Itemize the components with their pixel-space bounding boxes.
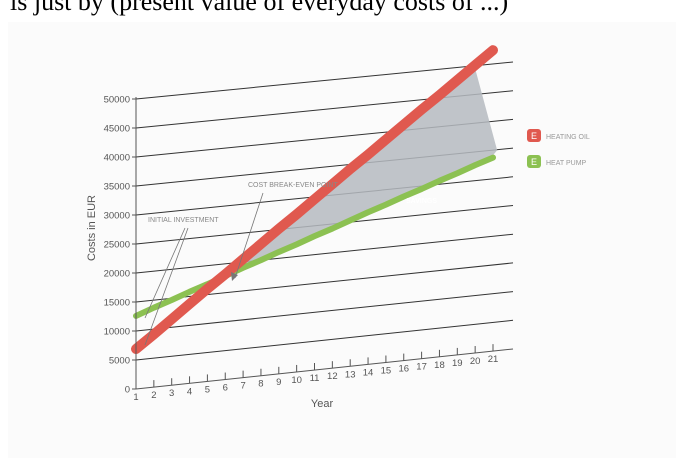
y-tick-label: 50000 <box>104 95 130 106</box>
legend-label-heat-pump: HEAT PUMP <box>546 160 587 167</box>
series-layer <box>131 45 498 354</box>
series-line-heating-oil <box>131 45 498 354</box>
gridline <box>135 233 514 274</box>
x-tick-label: 11 <box>310 373 320 384</box>
annotation-break-even: COST BREAK-EVEN POINT <box>248 182 338 189</box>
x-axis-line <box>135 348 514 390</box>
y-tick-label: 30000 <box>104 211 130 222</box>
axes: 0 5000 10000 15000 20000 25000 30000 35000 40000… <box>104 95 514 403</box>
y-tick-label: 35000 <box>104 182 130 193</box>
x-tick-label: 19 <box>452 358 463 369</box>
legend-swatch-heat-pump <box>527 155 541 168</box>
y-tick-label: 0 <box>125 385 130 396</box>
x-tick-label: 7 <box>240 381 245 392</box>
annotation-arrow <box>234 192 264 279</box>
x-tick-label: 1 <box>133 392 138 403</box>
x-tick-label: 20 <box>470 356 481 367</box>
annotation-arrow <box>144 227 189 346</box>
x-axis-label: Year <box>311 398 334 410</box>
legend-swatch-heat-pump-letter: E <box>531 157 537 167</box>
legend-swatch-heating-oil-letter: E <box>531 131 537 141</box>
x-tick-label: 4 <box>187 386 192 397</box>
y-axis-label: Costs in EUR <box>86 195 98 261</box>
x-tick-label: 21 <box>488 354 499 365</box>
x-tick-label: 13 <box>345 369 356 380</box>
x-tick-label: 18 <box>434 360 445 371</box>
legend-swatch-heating-oil <box>527 129 541 142</box>
legend-label-heating-oil: HEATING OIL <box>546 134 590 141</box>
y-tick-label: 45000 <box>104 124 130 135</box>
legend: E HEATING OIL E HEAT PUMP <box>527 129 590 168</box>
annotation-initial-investment: INITIAL INVESTMENT <box>148 217 219 224</box>
y-tick-label: 20000 <box>104 269 130 280</box>
savings-area <box>225 68 498 278</box>
top-caption-strip: is just by (present value of everyday co… <box>0 0 683 30</box>
annotation-arrow <box>144 227 186 319</box>
x-tick-label: 16 <box>398 364 409 375</box>
x-tick-label: 8 <box>258 379 263 390</box>
y-tick-label: 25000 <box>104 240 130 251</box>
y-tick-label: 10000 <box>104 327 130 338</box>
x-tick-label: 2 <box>151 390 156 401</box>
x-tick-label: 3 <box>169 388 174 399</box>
gridline <box>135 291 514 332</box>
x-tick-label: 6 <box>223 383 228 394</box>
y-tick-label: 5000 <box>109 356 130 367</box>
x-tick-label: 14 <box>363 367 374 378</box>
x-tick-label: 5 <box>205 384 210 395</box>
annotation-savings: SAVINGS <box>406 198 437 205</box>
points-layer <box>135 50 494 350</box>
gridline <box>135 61 514 100</box>
y-tick-label: 15000 <box>104 298 130 309</box>
gridline <box>135 319 514 361</box>
x-tick-label: 10 <box>291 375 302 386</box>
y-tick-label: 40000 <box>104 153 130 164</box>
chart-panel <box>8 22 676 458</box>
x-tick-label: 9 <box>276 377 281 388</box>
x-tick-label: 17 <box>416 362 427 373</box>
annotations: INITIAL INVESTMENT COST BREAK-EVEN POINT S… <box>144 182 437 346</box>
annotation-arrowhead <box>231 272 238 281</box>
x-tick-label: 12 <box>327 371 338 382</box>
top-caption: is just by (present value of everyday co… <box>10 0 509 16</box>
x-tick-label: 15 <box>381 365 392 376</box>
